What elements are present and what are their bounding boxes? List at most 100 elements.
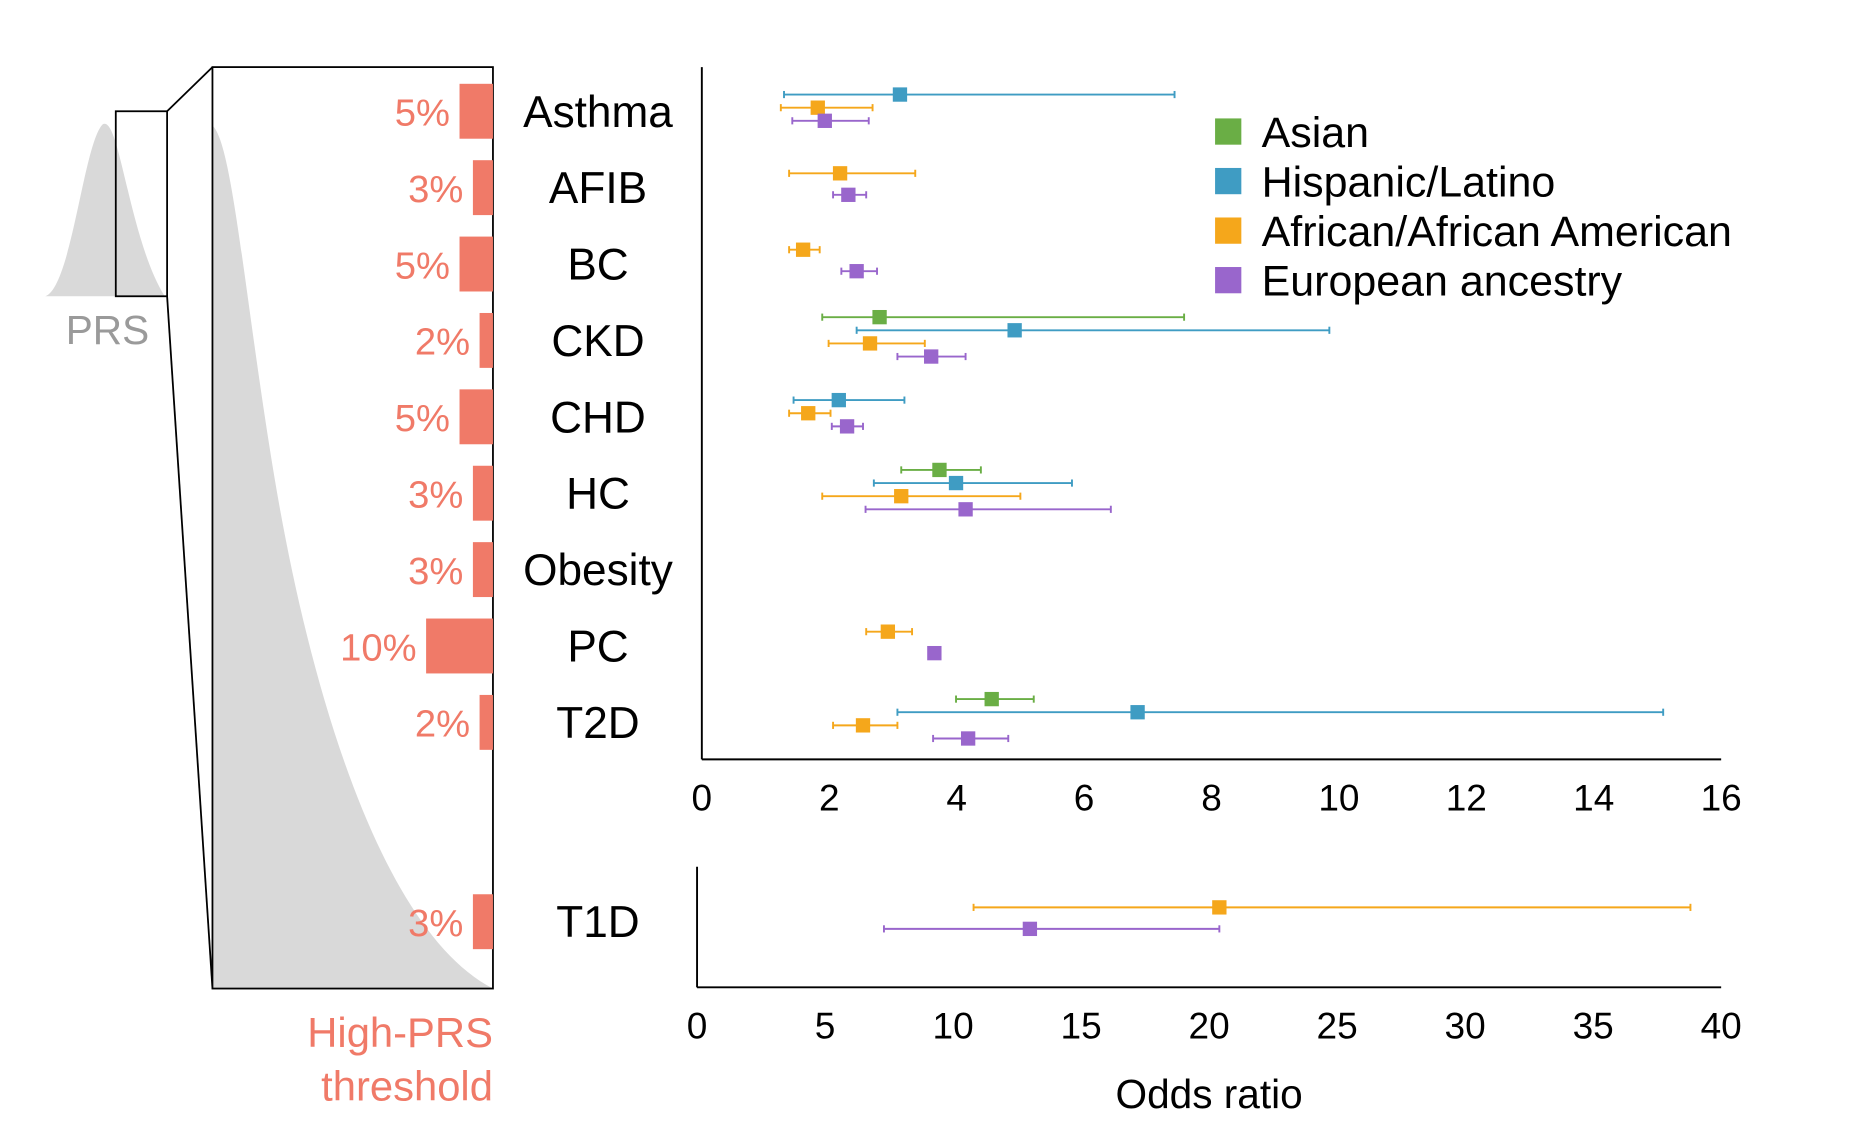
disease-label: CKD — [551, 317, 644, 366]
point-estimate — [795, 242, 811, 257]
point-estimate — [862, 336, 878, 351]
point-estimate — [841, 187, 856, 202]
point-estimate — [1007, 323, 1022, 338]
threshold-bar — [472, 894, 493, 950]
x-tick-label: 0 — [692, 778, 713, 819]
estimate-african-african-american — [779, 100, 874, 115]
point-estimate — [1022, 921, 1038, 937]
point-estimate — [849, 264, 864, 279]
threshold-bar — [459, 236, 493, 292]
prs-tail-curve — [212, 125, 493, 989]
estimate-african-african-american — [865, 624, 914, 639]
x-tick-label: 8 — [1201, 778, 1222, 819]
disease-label: T2D — [556, 699, 639, 748]
disease-label: Asthma — [523, 88, 673, 137]
disease-label: PC — [567, 623, 628, 672]
estimate-european-ancestry — [896, 349, 967, 364]
estimate-european-ancestry — [882, 921, 1221, 937]
point-estimate — [960, 731, 976, 746]
point-estimate — [872, 309, 887, 325]
estimate-african-african-american — [788, 166, 917, 181]
point-estimate — [927, 645, 942, 661]
point-estimate — [817, 113, 832, 128]
threshold-label: 2% — [415, 703, 470, 746]
point-estimate — [855, 718, 871, 733]
point-estimate — [958, 502, 973, 517]
x-tick-label: 12 — [1446, 778, 1487, 819]
x-tick-label: 5 — [815, 1006, 836, 1047]
threshold-label: 5% — [395, 244, 450, 287]
estimate-european-ancestry — [932, 731, 1010, 746]
x-tick-label: 20 — [1189, 1006, 1230, 1047]
estimate-african-african-american — [972, 900, 1692, 915]
estimate-hispanic-latino — [855, 323, 1331, 338]
x-tick-label: 15 — [1061, 1006, 1102, 1047]
x-tick-label: 35 — [1573, 1006, 1614, 1047]
prs-tail-box — [114, 110, 168, 298]
point-estimate — [932, 462, 947, 478]
threshold-label: 3% — [408, 474, 463, 517]
point-estimate — [948, 475, 964, 491]
disease-label: HC — [566, 470, 630, 519]
estimate-african-african-american — [832, 718, 899, 733]
point-estimate — [892, 87, 908, 102]
point-estimate — [984, 691, 999, 707]
threshold-bar — [472, 465, 493, 521]
estimate-african-african-american — [827, 336, 926, 351]
threshold-label: 10% — [340, 626, 416, 669]
estimate-asian — [955, 691, 1035, 707]
x-tick-label: 40 — [1701, 1006, 1742, 1047]
point-estimate — [894, 489, 909, 504]
threshold-label: 5% — [395, 92, 450, 135]
x-tick-label: 10 — [1318, 778, 1359, 819]
legend-label: Asian — [1262, 109, 1369, 157]
estimate-african-african-american — [821, 489, 1022, 504]
legend-label: European ancestry — [1262, 258, 1623, 306]
legend-swatch — [1215, 167, 1242, 195]
x-tick-label: 16 — [1701, 778, 1742, 819]
x-tick-label: 30 — [1445, 1006, 1486, 1047]
legend-swatch — [1215, 267, 1242, 294]
estimate-european-ancestry — [864, 502, 1112, 517]
threshold-label: 3% — [408, 168, 463, 211]
threshold-bar — [426, 618, 493, 674]
prs-distribution-curve — [45, 123, 165, 297]
x-tick-label: 14 — [1573, 778, 1614, 819]
estimate-hispanic-latino — [896, 705, 1665, 720]
threshold-bar — [459, 389, 493, 445]
estimate-european-ancestry — [840, 264, 878, 279]
estimate-hispanic-latino — [872, 475, 1073, 491]
estimate-hispanic-latino — [783, 87, 1176, 102]
legend-swatch — [1215, 118, 1242, 145]
prs-label: PRS — [66, 307, 149, 353]
x-axis-label: Odds ratio — [1116, 1071, 1303, 1117]
prs-tail-panel — [211, 66, 494, 990]
estimate-european-ancestry — [830, 419, 864, 434]
x-tick-label: 4 — [946, 778, 967, 819]
estimate-african-african-american — [788, 242, 821, 257]
point-estimate — [801, 406, 816, 421]
estimate-european-ancestry — [927, 645, 942, 661]
x-tick-label: 0 — [687, 1006, 708, 1047]
threshold-label: 2% — [415, 321, 470, 364]
disease-label: T1D — [556, 898, 639, 947]
estimate-asian — [900, 462, 982, 478]
threshold-label: threshold — [321, 1063, 493, 1110]
threshold-bar — [472, 542, 493, 598]
point-estimate — [1212, 900, 1227, 915]
point-estimate — [839, 419, 855, 434]
estimate-european-ancestry — [791, 113, 870, 128]
legend-label: African/African American — [1262, 208, 1732, 256]
threshold-bar — [472, 160, 493, 216]
disease-label: AFIB — [549, 164, 647, 213]
point-estimate — [810, 100, 825, 115]
point-estimate — [832, 166, 848, 181]
disease-label: BC — [567, 241, 628, 290]
estimate-african-african-american — [788, 406, 832, 421]
legend-label: Hispanic/Latino — [1262, 159, 1556, 207]
threshold-label: 5% — [395, 397, 450, 440]
x-tick-label: 25 — [1317, 1006, 1358, 1047]
legend-swatch — [1215, 217, 1242, 244]
estimate-european-ancestry — [832, 187, 868, 202]
